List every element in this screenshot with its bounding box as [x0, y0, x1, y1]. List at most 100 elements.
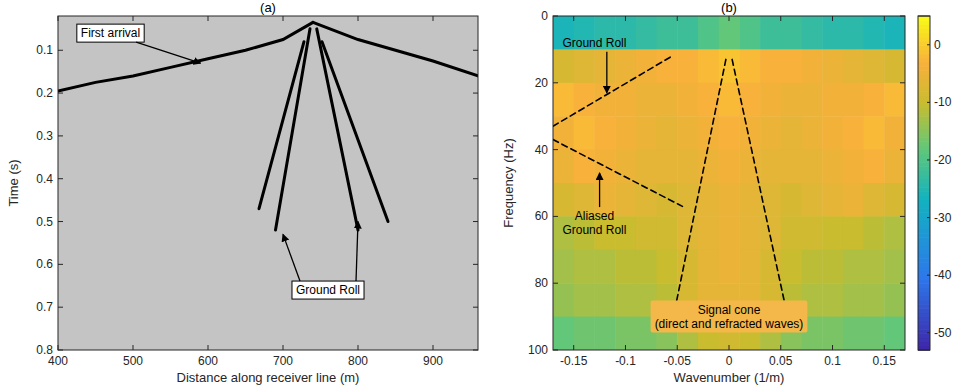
- colorbar-swatch: [918, 325, 930, 330]
- annotation-arrow: [136, 42, 200, 63]
- heatmap-cell: [739, 250, 760, 284]
- heatmap-cell: [615, 183, 636, 217]
- colorbar-swatch: [918, 275, 930, 280]
- heatmap-cell: [553, 283, 574, 317]
- heatmap-cell: [636, 116, 657, 150]
- colorbar-swatch: [918, 246, 930, 251]
- heatmap-cell: [574, 49, 595, 83]
- colorbar-swatch: [918, 133, 930, 138]
- heatmap-cell: [719, 183, 740, 217]
- colorbar-tick: [927, 217, 930, 218]
- colorbar-swatch: [918, 241, 930, 246]
- plot-area: [553, 16, 905, 350]
- x-tick: [358, 345, 359, 350]
- annotation-line: First arrival: [81, 26, 140, 40]
- panel-title: (a): [260, 0, 276, 15]
- heatmap-cell: [884, 83, 905, 117]
- x-tick-label: 600: [198, 354, 218, 368]
- colorbar-swatch: [918, 154, 930, 159]
- heatmap-cell: [801, 183, 822, 217]
- colorbar-swatch: [918, 108, 930, 113]
- x-tick: [677, 345, 678, 350]
- colorbar-swatch: [918, 346, 930, 351]
- y-tick: [900, 16, 905, 17]
- heatmap-cell: [553, 49, 574, 83]
- heatmap-cell: [594, 317, 615, 350]
- x-tick: [780, 16, 781, 21]
- colorbar-swatch: [918, 304, 930, 309]
- colorbar-swatch: [918, 292, 930, 297]
- y-tick: [58, 307, 63, 308]
- heatmap-cell: [553, 83, 574, 117]
- colorbar-swatch: [918, 116, 930, 121]
- x-tick: [832, 345, 833, 350]
- annotation-arrow: [606, 52, 607, 93]
- heatmap-cell: [843, 16, 864, 50]
- annotation-text: Signal cone(direct and refracted waves): [655, 303, 804, 331]
- series-line: [732, 59, 789, 323]
- y-tick-label: 0.3: [36, 129, 53, 143]
- colorbar-swatch: [918, 95, 930, 100]
- y-tick: [553, 16, 558, 17]
- x-tick-label: -0.05: [664, 354, 692, 368]
- colorbar-swatch: [918, 267, 930, 272]
- y-tick: [553, 350, 558, 351]
- x-tick: [884, 16, 885, 21]
- heatmap-cell: [760, 16, 781, 50]
- heatmap-cell: [594, 49, 615, 83]
- colorbar-swatch: [918, 74, 930, 79]
- colorbar-tick: [927, 44, 930, 45]
- y-tick: [473, 93, 478, 94]
- x-tick: [208, 16, 209, 21]
- heatmap-cell: [781, 150, 802, 184]
- x-tick: [729, 16, 730, 21]
- heatmap-cell: [781, 49, 802, 83]
- y-tick: [58, 264, 63, 265]
- heatmap-cell: [843, 283, 864, 317]
- colorbar: -50-40-30-20-100: [918, 16, 952, 351]
- annotation-arrow: [283, 234, 300, 281]
- heatmap-cell: [843, 250, 864, 284]
- colorbar-end: [918, 350, 930, 351]
- x-tick-label: 700: [273, 354, 293, 368]
- colorbar-swatch: [918, 29, 930, 34]
- heatmap-cell: [864, 317, 885, 350]
- y-tick-label: 0.8: [36, 343, 53, 357]
- colorbar-swatch: [918, 329, 930, 334]
- y-tick: [58, 50, 63, 51]
- colorbar-swatch: [918, 312, 930, 317]
- colorbar-swatch: [918, 216, 930, 221]
- heatmap-cell: [760, 49, 781, 83]
- heatmap-cell: [594, 150, 615, 184]
- colorbar-swatch: [918, 145, 930, 150]
- x-tick-label: 500: [123, 354, 143, 368]
- y-tick-label: 0.6: [36, 257, 53, 271]
- colorbar-tick-label: -50: [934, 326, 952, 340]
- heatmap-cell: [719, 83, 740, 117]
- y-tick: [553, 82, 558, 83]
- heatmap-cell: [843, 83, 864, 117]
- colorbar-swatch: [918, 287, 930, 292]
- colorbar-tick: [927, 332, 930, 333]
- colorbar-swatch: [918, 179, 930, 184]
- colorbar-swatch: [918, 141, 930, 146]
- heatmap-cell: [801, 150, 822, 184]
- heatmap-cell: [884, 317, 905, 350]
- y-tick: [553, 283, 558, 284]
- heatmap-cell: [822, 49, 843, 83]
- y-tick: [900, 149, 905, 150]
- heatmap-cell: [801, 16, 822, 50]
- heatmap-cell: [615, 150, 636, 184]
- y-tick: [473, 178, 478, 179]
- y-tick: [473, 350, 478, 351]
- y-tick: [553, 149, 558, 150]
- y-tick-label: 0.1: [36, 43, 53, 57]
- heatmap-cell: [760, 216, 781, 250]
- y-tick-label: 60: [535, 209, 549, 223]
- annotation: AliasedGround Roll: [562, 173, 626, 237]
- x-tick-label: 800: [348, 354, 368, 368]
- annotation-line: Aliased: [575, 209, 614, 223]
- x-tick: [625, 16, 626, 21]
- colorbar-swatch: [918, 45, 930, 50]
- heatmap-cell: [801, 216, 822, 250]
